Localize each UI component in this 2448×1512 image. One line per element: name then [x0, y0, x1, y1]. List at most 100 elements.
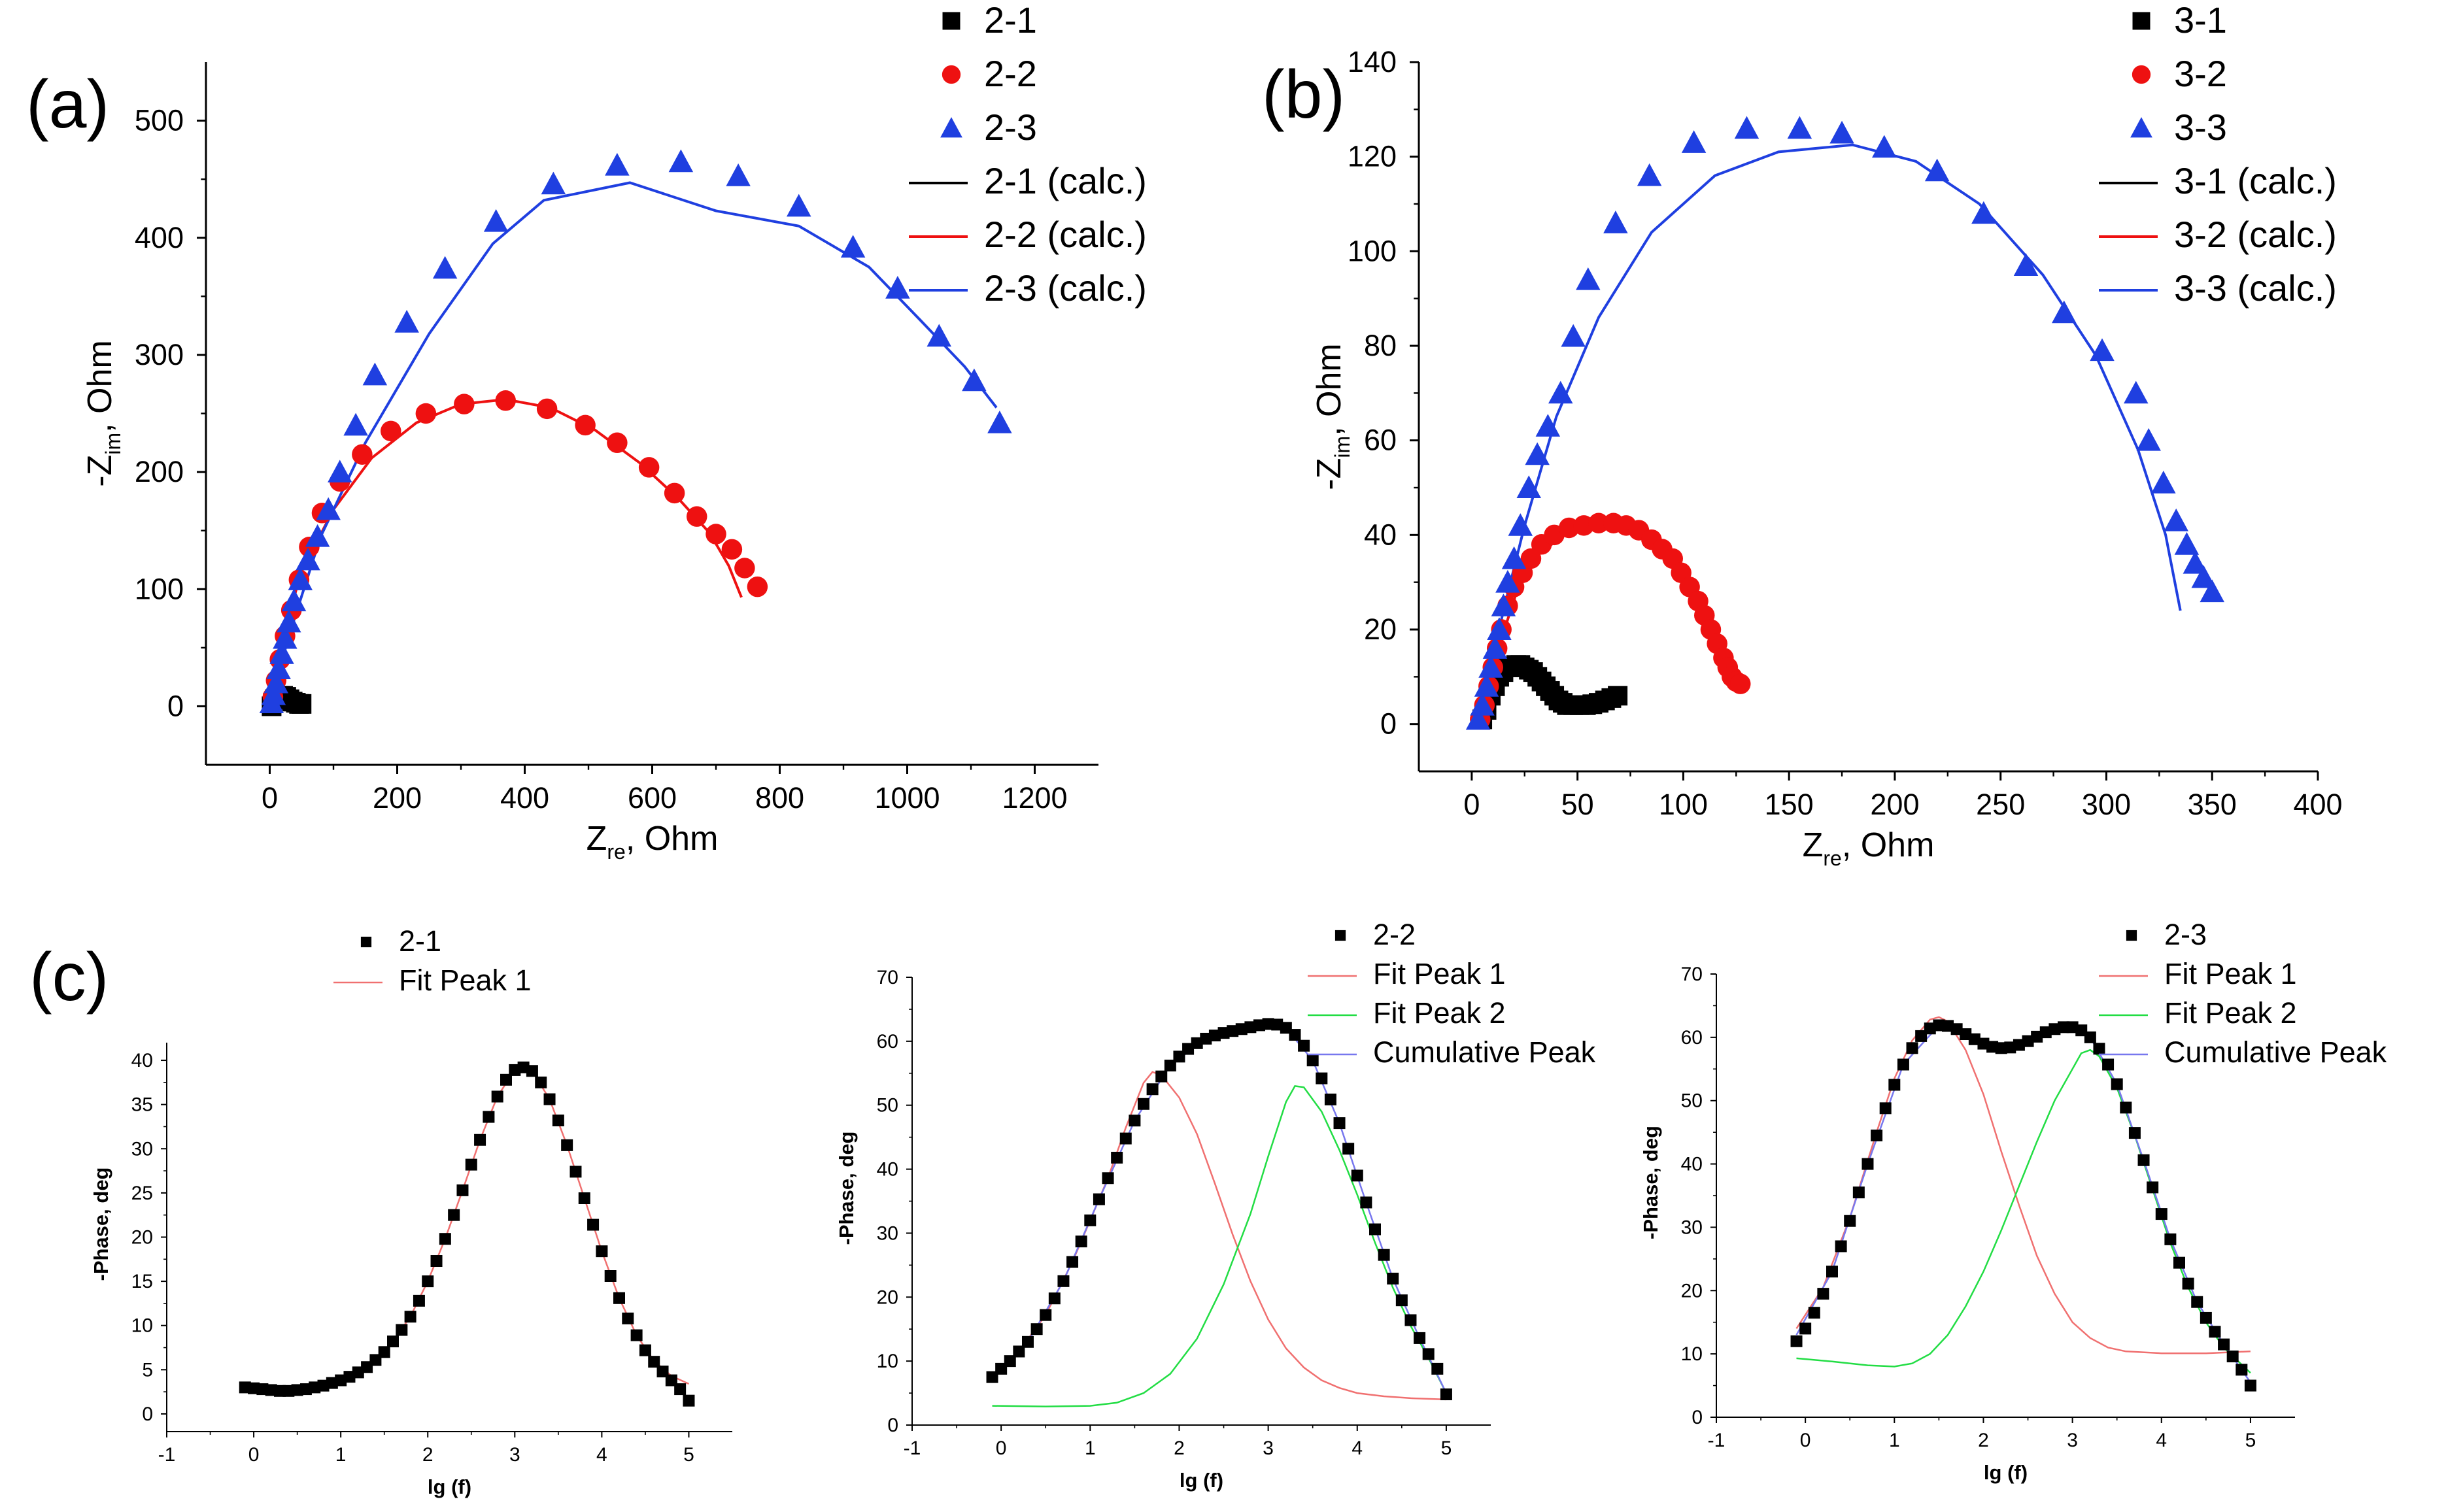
legend: 2-2 Fit Peak 1 Fit Peak 2 Cumulative Peak — [1308, 918, 1596, 1069]
data-point — [1093, 1193, 1105, 1205]
data-point — [2164, 1233, 2177, 1245]
data-point — [570, 1166, 582, 1178]
data-point — [1826, 1266, 1838, 1278]
data-point — [1888, 1079, 1901, 1091]
series-line-cumulative-peak — [1795, 1024, 2251, 1383]
data-point — [1879, 1102, 1892, 1115]
data-point — [1048, 1292, 1061, 1305]
x-tick-label: 250 — [1976, 788, 2025, 821]
legend-label: 2-2 — [984, 53, 1037, 94]
data-point — [2151, 471, 2176, 494]
data-point — [2147, 1181, 2159, 1194]
data-point — [495, 390, 516, 411]
legend-label: 2-3 (calc.) — [984, 267, 1147, 309]
data-point — [1487, 617, 1512, 640]
data-point — [587, 1218, 600, 1231]
legend-label: 3-2 — [2174, 53, 2227, 94]
data-point — [1465, 707, 1491, 730]
data-point — [1799, 1322, 1812, 1335]
data-point — [987, 411, 1012, 433]
data-point — [1852, 1186, 1865, 1199]
data-point — [607, 432, 628, 454]
data-point — [535, 1076, 547, 1088]
data-point — [687, 506, 707, 527]
data-point — [2120, 1101, 2132, 1114]
data-point — [536, 398, 558, 420]
data-point — [292, 694, 312, 714]
data-point — [1790, 1335, 1803, 1347]
data-point — [1933, 1019, 1945, 1032]
data-point — [1333, 1117, 1346, 1130]
data-point — [2058, 1021, 2069, 1033]
data-point — [2048, 1023, 2061, 1035]
series-2-1 — [239, 1061, 695, 1407]
data-point — [1995, 1042, 2007, 1054]
data-point — [2244, 1379, 2256, 1392]
data-point — [1501, 546, 1527, 569]
x-tick-label: -1 — [158, 1444, 176, 1466]
data-point — [1808, 1307, 1820, 1319]
data-point — [1924, 158, 1950, 182]
data-point — [1474, 674, 1499, 697]
data-point — [683, 1394, 695, 1407]
data-point — [1164, 1060, 1176, 1072]
data-point — [596, 1245, 608, 1258]
data-point — [1298, 1039, 1310, 1052]
data-point — [1576, 267, 1601, 290]
data-point — [2200, 579, 2224, 603]
data-point — [962, 368, 987, 392]
data-point — [1351, 1169, 1363, 1182]
y-tick-label: 100 — [1348, 234, 1397, 267]
y-tick-label: 50 — [1681, 1090, 1703, 1112]
data-point — [1040, 1309, 1052, 1321]
x-tick-label: 3 — [2067, 1430, 2078, 1451]
y-tick-label: 140 — [1348, 45, 1397, 78]
data-point — [2174, 532, 2200, 555]
data-point — [1897, 1058, 1909, 1071]
legend-swatch — [942, 65, 961, 84]
x-tick-label: 1 — [335, 1444, 347, 1466]
y-tick-label: 70 — [877, 967, 898, 988]
legend: 2-1 2-2 2-3 2-1 (calc.) 2-2 (calc.) 2-3 (calc… — [909, 0, 1147, 309]
x-tick-label: 350 — [2188, 788, 2237, 821]
legend-label: 3-1 (calc.) — [2174, 160, 2337, 201]
x-tick-label: 4 — [2156, 1430, 2167, 1451]
x-tick-label: 800 — [755, 781, 804, 815]
data-point — [1817, 1288, 1829, 1300]
data-point — [1971, 201, 1996, 224]
legend-label: 2-3 — [984, 107, 1037, 148]
legend-swatch — [2126, 930, 2137, 941]
series-line-2-3-calc — [268, 181, 998, 707]
data-point — [1182, 1043, 1195, 1055]
data-point — [396, 1324, 408, 1336]
data-point — [1924, 1022, 1936, 1035]
data-point — [413, 1294, 425, 1307]
data-point — [840, 235, 866, 258]
data-point — [1404, 1314, 1417, 1326]
legend-label: Fit Peak 1 — [1373, 957, 1506, 990]
data-point — [1119, 1132, 1132, 1145]
legend-label: 2-2 — [1373, 918, 1416, 951]
data-point — [465, 1158, 477, 1171]
data-point — [500, 1073, 512, 1086]
data-point — [2090, 338, 2115, 361]
data-point — [2102, 1058, 2115, 1071]
data-point — [1915, 1030, 1928, 1042]
data-point — [2124, 380, 2149, 404]
data-point — [578, 1192, 590, 1204]
data-point — [281, 588, 307, 612]
data-point — [656, 1366, 669, 1378]
data-point — [1525, 442, 1550, 465]
data-point — [2004, 1041, 2016, 1054]
data-point — [747, 576, 768, 597]
data-point — [674, 1383, 687, 1396]
data-point — [1102, 1172, 1114, 1184]
data-point — [1306, 1054, 1319, 1067]
legend-label: 2-1 — [984, 0, 1037, 41]
data-point — [454, 394, 475, 414]
legend-label: Fit Peak 2 — [1373, 996, 1506, 1030]
legend-swatch — [1334, 930, 1346, 941]
y-tick-label: 60 — [1681, 1027, 1703, 1049]
x-axis-label: Zre, Ohm — [586, 820, 719, 864]
